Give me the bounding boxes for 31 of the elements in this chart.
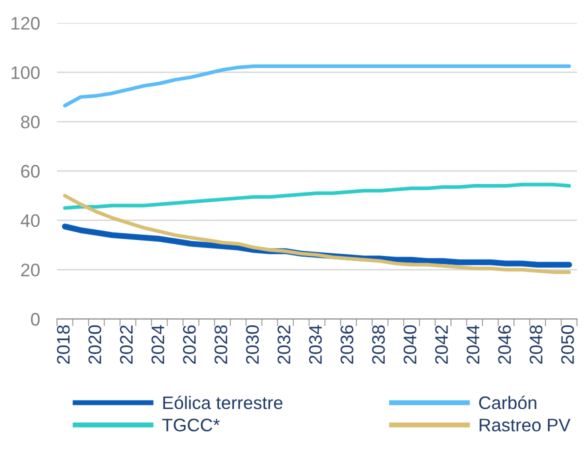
x-tick-label: 2034 bbox=[309, 325, 322, 364]
y-tick-label: 0 bbox=[31, 312, 40, 326]
legend-label: Eólica terrestre bbox=[163, 396, 282, 410]
x-tick-label: 2020 bbox=[88, 325, 102, 364]
y-tick-label: 20 bbox=[21, 264, 40, 276]
x-tick-label: 2040 bbox=[404, 325, 416, 364]
x-tick-label: 2024 bbox=[151, 325, 164, 364]
x-tick-label: 2042 bbox=[435, 325, 448, 364]
y-tick-label: 40 bbox=[20, 214, 40, 228]
legend-label: TGCC* bbox=[162, 418, 220, 432]
legend-label: Rastreo PV bbox=[480, 418, 570, 432]
y-tick-label: 60 bbox=[21, 164, 40, 178]
x-tick-label: 2026 bbox=[183, 325, 196, 364]
y-tick-label: 120 bbox=[12, 16, 40, 30]
x-tick-label: 2046 bbox=[498, 325, 511, 364]
x-tick-label: 2050 bbox=[561, 325, 574, 364]
line-series bbox=[63, 64, 571, 108]
line-series bbox=[63, 194, 571, 274]
legend-label: Carbón bbox=[479, 396, 536, 410]
x-tick-label: 2038 bbox=[372, 325, 385, 364]
y-tick-label: 80 bbox=[21, 116, 40, 128]
line-series bbox=[63, 182, 571, 210]
x-tick-label: 2048 bbox=[530, 325, 542, 364]
x-tick-label: 2028 bbox=[214, 325, 228, 364]
x-tick-label: 2032 bbox=[278, 325, 290, 364]
x-tick-label: 2036 bbox=[340, 325, 354, 364]
x-tick-label: 2044 bbox=[466, 325, 480, 364]
x-tick-label: 2018 bbox=[56, 325, 70, 364]
y-tick-label: 100 bbox=[12, 66, 40, 80]
x-tick-label: 2030 bbox=[246, 325, 259, 364]
x-tick-label: 2022 bbox=[120, 325, 133, 364]
